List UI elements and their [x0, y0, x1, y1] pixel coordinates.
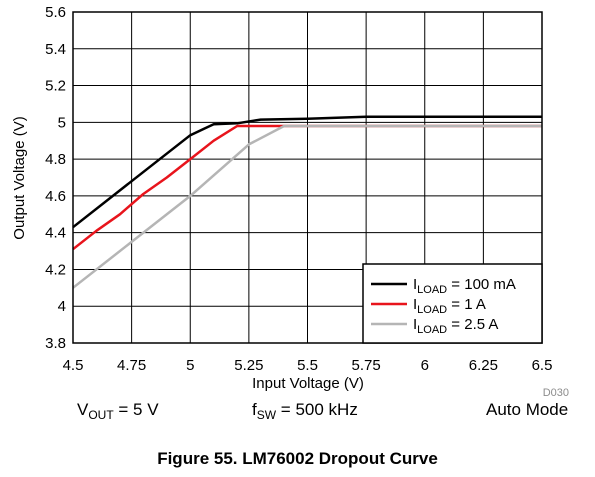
- x-tick-label: 5.25: [234, 357, 263, 374]
- tick-labels: 4.5 4.75 5 5.25 5.5 5.75 6 6.25 6.53.844.24.44.6…: [45, 4, 552, 374]
- y-tick-label: 5: [58, 114, 66, 131]
- mode-condition: Auto Mode: [486, 400, 569, 419]
- series-line-1: [72, 115, 542, 229]
- x-axis-label: Input Voltage (V): [252, 375, 364, 392]
- vout-condition: VOUT = 5 V: [77, 400, 159, 422]
- x-tick-label: 6.25: [469, 357, 498, 374]
- vout-subscript: OUT: [88, 408, 114, 422]
- y-tick-label: 4.4: [45, 225, 66, 242]
- legend-label: ILOAD = 1 A: [413, 296, 486, 316]
- x-tick-label: 5.5: [297, 357, 318, 374]
- fsw-condition: fSW = 500 kHz: [252, 400, 358, 422]
- series-lines: [72, 115, 542, 289]
- x-tick-label: 6: [421, 357, 429, 374]
- fsw-value: = 500 kHz: [276, 400, 358, 419]
- legend-label: ILOAD = 100 mA: [413, 276, 516, 296]
- x-tick-label: 4.75: [117, 357, 146, 374]
- figure-id: D030: [543, 387, 569, 399]
- y-tick-label: 3.8: [45, 335, 66, 352]
- fsw-subscript: SW: [256, 408, 277, 422]
- y-tick-label: 4.6: [45, 188, 66, 205]
- x-tick-label: 5: [186, 357, 194, 374]
- y-tick-label: 4.2: [45, 261, 66, 278]
- grid-lines: [72, 11, 543, 344]
- x-tick-label: 5.75: [352, 357, 381, 374]
- legend-label: ILOAD = 2.5 A: [413, 316, 498, 336]
- y-axis-label: Output Voltage (V): [11, 116, 28, 239]
- series-line-3: [72, 124, 542, 289]
- vout-value: = 5 V: [113, 400, 159, 419]
- dropout-chart: 4.5 4.75 5 5.25 5.5 5.75 6 6.25 6.53.844.24.44.6…: [11, 4, 569, 399]
- figure-caption: Figure 55. LM76002 Dropout Curve: [157, 449, 438, 468]
- x-tick-label: 6.5: [532, 357, 553, 374]
- y-tick-label: 5.4: [45, 41, 66, 58]
- y-tick-label: 5.6: [45, 4, 66, 21]
- x-tick-label: 4.5: [63, 357, 84, 374]
- y-tick-label: 5.2: [45, 78, 66, 95]
- plot-frame: [72, 11, 543, 344]
- y-tick-label: 4: [58, 298, 66, 315]
- vout-symbol: V: [77, 400, 89, 419]
- y-tick-label: 4.8: [45, 151, 66, 168]
- fsw-symbol: f: [252, 400, 257, 419]
